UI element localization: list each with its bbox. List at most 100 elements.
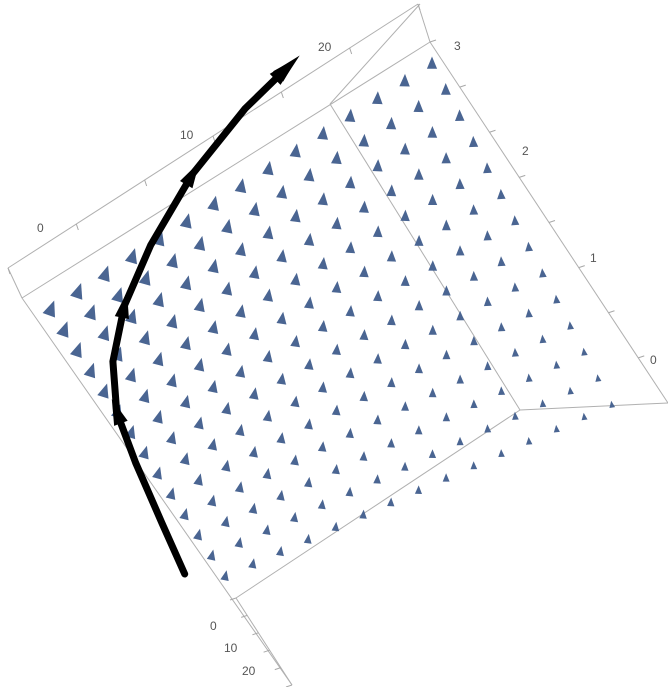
field-arrow [235, 304, 246, 318]
field-arrow [331, 343, 341, 355]
back-axis-tick-mark-1 [75, 223, 79, 231]
field-arrow [221, 401, 232, 415]
field-arrow [221, 459, 231, 472]
field-arrow [138, 445, 149, 460]
field-arrow [359, 329, 369, 341]
field-arrow [152, 409, 163, 424]
field-arrow [318, 381, 327, 393]
field-arrow [289, 143, 301, 158]
field-arrow [56, 321, 69, 338]
field-arrow [373, 474, 381, 484]
field-arrow [290, 335, 300, 348]
field-arrow [42, 300, 55, 318]
field-arrow [179, 452, 190, 466]
field-arrow [317, 441, 327, 452]
trajectory-curve [109, 55, 300, 578]
field-arrow [427, 126, 438, 138]
field-arrow [70, 283, 83, 300]
field-arrow [220, 515, 230, 528]
field-arrow [317, 499, 326, 510]
field-arrow [497, 322, 506, 332]
right-axis-tick-mark-4 [548, 220, 556, 223]
right-axis-tick-0: 0 [650, 353, 657, 367]
field-arrow [331, 281, 342, 293]
field-arrow [387, 497, 395, 507]
field-arrow [166, 431, 177, 445]
field-arrow [344, 108, 356, 122]
field-arrow [399, 73, 410, 87]
front-axis-tick-mark-1 [241, 614, 248, 618]
field-arrow [262, 524, 271, 535]
field-arrow [317, 320, 328, 332]
field-arrow [428, 449, 437, 458]
frame-inner-vertical-edge [329, 103, 521, 411]
field-arrow [331, 150, 342, 165]
right-axis-tick-3: 3 [454, 39, 461, 53]
field-arrow [180, 336, 191, 351]
field-arrow [525, 241, 533, 252]
field-arrow [331, 521, 340, 532]
field-arrow [317, 257, 328, 270]
field-arrow [262, 467, 272, 480]
field-arrow [455, 178, 465, 190]
field-arrow [442, 349, 451, 360]
field-arrow [180, 275, 192, 291]
field-arrow [193, 416, 204, 430]
field-arrow [290, 272, 301, 286]
field-arrow [83, 362, 96, 379]
field-arrow [511, 215, 520, 226]
field-arrow [345, 175, 356, 189]
field-arrow [455, 109, 465, 121]
field-arrow [111, 287, 124, 303]
trajectory-arrowhead [114, 292, 129, 320]
field-arrow [359, 451, 368, 461]
field-arrow [456, 310, 465, 321]
right-axis-tick-mark-7 [638, 355, 645, 359]
field-arrow [138, 330, 150, 346]
field-arrow [442, 473, 450, 482]
field-arrow [553, 360, 561, 369]
field-arrow [221, 342, 232, 356]
field-arrow [248, 201, 260, 217]
field-arrow [414, 363, 423, 374]
field-arrow [207, 195, 219, 211]
field-arrow [303, 167, 315, 182]
field-arrow [152, 292, 164, 308]
field-arrow [276, 311, 287, 325]
field-arrow [387, 438, 395, 448]
field-arrow [221, 281, 233, 296]
field-arrow [400, 142, 410, 155]
field-arrow [166, 314, 178, 329]
field-arrow [248, 445, 258, 458]
field-arrow [248, 502, 258, 514]
field-arrow [276, 489, 285, 501]
field-arrow [498, 449, 505, 457]
field-arrow [470, 461, 478, 470]
field-arrow [124, 248, 137, 265]
field-arrow [470, 399, 478, 409]
field-arrow [152, 351, 164, 367]
front-axis-tick-mark-4 [274, 667, 281, 671]
field-arrow [442, 412, 451, 422]
back-axis-tick-mark-5 [349, 47, 353, 55]
field-arrow [290, 395, 300, 408]
box-frame [7, 3, 668, 686]
right-axis-tick-mark-0 [429, 39, 437, 43]
field-arrow [248, 558, 257, 569]
field-arrow [248, 265, 260, 279]
field-arrow [387, 377, 396, 388]
front-axis-tick-mark-3 [263, 649, 270, 653]
trajectory-arrowhead [180, 162, 200, 189]
back-axis-tick-0: 0 [37, 221, 44, 235]
field-arrow [442, 219, 451, 231]
field-arrow [262, 288, 273, 302]
field-arrow [359, 509, 367, 519]
field-arrow [581, 347, 588, 356]
field-arrow [345, 305, 355, 317]
field-arrow [428, 260, 438, 271]
field-arrow [248, 387, 259, 400]
field-arrow [207, 379, 218, 394]
field-arrow [234, 481, 244, 493]
tick-marks [7, 3, 668, 687]
field-arrow [359, 265, 369, 278]
